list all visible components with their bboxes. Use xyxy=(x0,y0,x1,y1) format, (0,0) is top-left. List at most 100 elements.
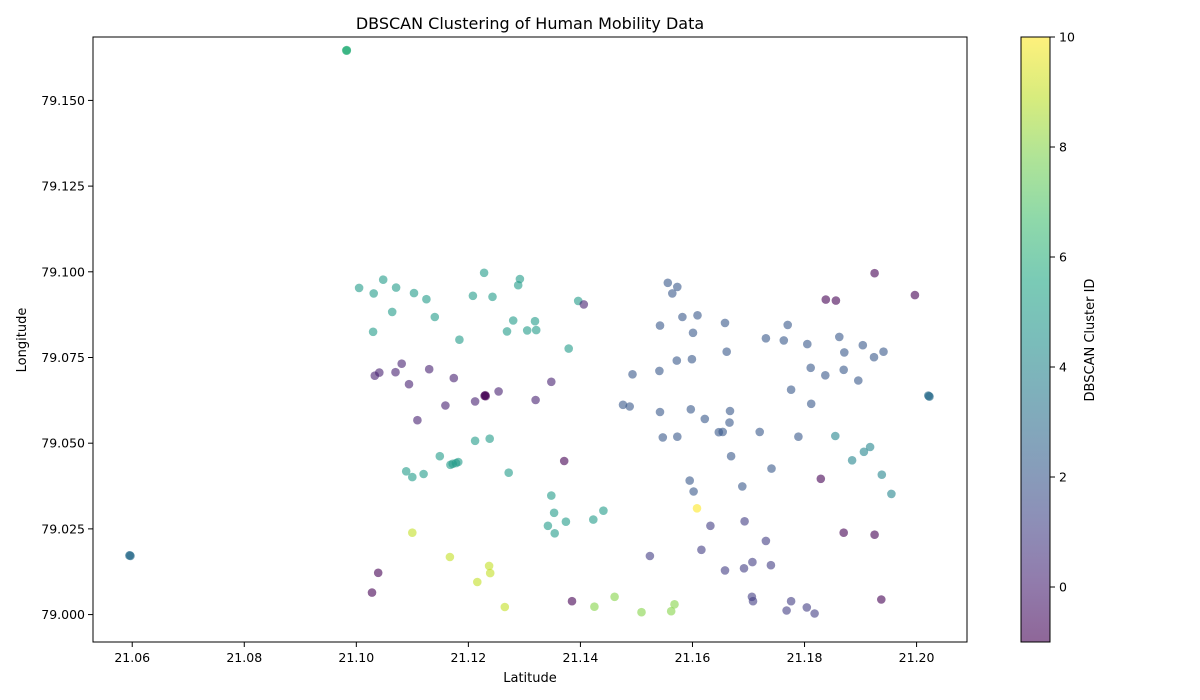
data-point xyxy=(877,595,886,604)
data-point xyxy=(693,311,702,320)
data-point xyxy=(547,377,556,387)
data-point xyxy=(697,545,706,555)
data-point xyxy=(761,536,771,546)
data-point xyxy=(835,332,844,342)
data-point xyxy=(839,365,848,375)
y-tick-label: 79.000 xyxy=(41,607,85,622)
data-point xyxy=(802,603,812,612)
data-point xyxy=(870,268,879,278)
data-point xyxy=(821,371,830,380)
data-point xyxy=(522,326,532,335)
data-point xyxy=(794,432,803,442)
data-point xyxy=(887,489,896,499)
data-point xyxy=(783,320,792,330)
data-point xyxy=(618,400,628,410)
plot-area xyxy=(92,36,968,643)
x-tick-label: 21.12 xyxy=(450,650,486,665)
x-tick-label: 21.16 xyxy=(675,650,711,665)
x-tick-label: 21.14 xyxy=(563,650,599,665)
y-tick-label: 79.150 xyxy=(41,93,85,108)
data-point xyxy=(739,564,749,573)
data-point xyxy=(567,596,577,606)
data-point xyxy=(550,529,559,538)
y-tick-label: 79.050 xyxy=(41,436,85,451)
data-point xyxy=(341,46,351,55)
data-point xyxy=(766,560,776,570)
data-point xyxy=(854,376,863,385)
data-point xyxy=(663,278,673,288)
colorbar-tick-label: 0 xyxy=(1059,580,1067,595)
data-point xyxy=(720,566,730,575)
y-tick-label: 79.025 xyxy=(41,521,85,536)
data-point xyxy=(547,491,556,500)
data-point xyxy=(655,321,665,330)
x-tick-label: 21.10 xyxy=(338,650,374,665)
x-axis-label: Latitude xyxy=(503,671,557,686)
data-point xyxy=(504,468,513,478)
data-point xyxy=(670,600,679,609)
data-point xyxy=(564,344,573,353)
y-tick-label: 79.075 xyxy=(41,350,85,365)
data-point xyxy=(561,517,571,526)
data-point xyxy=(543,521,553,531)
data-point xyxy=(722,347,731,357)
data-point xyxy=(494,387,503,396)
data-point xyxy=(869,352,879,362)
data-point xyxy=(678,312,687,322)
data-point xyxy=(686,405,696,414)
data-point xyxy=(391,283,401,292)
data-point xyxy=(658,433,668,442)
data-point xyxy=(755,427,764,437)
data-point xyxy=(831,431,840,441)
data-point xyxy=(672,356,682,365)
data-point xyxy=(687,354,697,364)
data-point xyxy=(725,418,734,427)
colorbar-tick-label: 10 xyxy=(1059,30,1075,45)
data-point xyxy=(692,504,702,513)
data-point xyxy=(354,283,364,293)
data-point xyxy=(481,391,491,401)
data-point xyxy=(803,339,812,349)
data-point xyxy=(451,458,461,468)
data-point xyxy=(441,401,450,410)
data-point xyxy=(655,366,664,376)
data-point xyxy=(531,395,540,405)
y-axis-label: Longitude xyxy=(15,308,30,373)
data-point xyxy=(700,414,710,424)
data-point xyxy=(840,348,849,357)
data-point xyxy=(831,296,841,305)
data-point xyxy=(668,289,677,298)
data-point xyxy=(367,588,377,597)
data-point xyxy=(599,506,608,515)
data-point xyxy=(473,577,482,587)
colorbar-tick-label: 2 xyxy=(1059,470,1067,485)
data-point xyxy=(879,347,888,357)
colorbar-gradient xyxy=(1021,37,1050,642)
data-point xyxy=(816,474,826,484)
data-point xyxy=(424,364,434,374)
data-point xyxy=(369,289,379,298)
data-point xyxy=(470,397,480,406)
data-point xyxy=(628,370,637,379)
data-point xyxy=(720,318,730,328)
data-point xyxy=(688,328,698,338)
data-point xyxy=(870,530,879,539)
data-point xyxy=(689,487,698,496)
data-point xyxy=(761,334,771,343)
data-point xyxy=(910,290,920,300)
data-point xyxy=(740,517,749,526)
x-tick-label: 21.18 xyxy=(787,650,823,665)
y-axis: 79.000 79.025 79.050 79.075 79.100 79.125 79.1… xyxy=(41,93,93,622)
data-point xyxy=(508,316,518,325)
data-point xyxy=(485,434,495,444)
chart-title: DBSCAN Clustering of Human Mobility Data xyxy=(356,14,704,33)
data-point xyxy=(806,399,816,409)
colorbar-tick-label: 4 xyxy=(1059,360,1067,375)
data-point xyxy=(409,288,419,298)
data-point xyxy=(500,602,510,612)
data-point xyxy=(579,300,589,309)
data-point xyxy=(468,291,478,301)
colorbar-tick-label: 8 xyxy=(1059,140,1067,155)
data-point xyxy=(590,602,599,611)
data-point xyxy=(726,451,736,461)
